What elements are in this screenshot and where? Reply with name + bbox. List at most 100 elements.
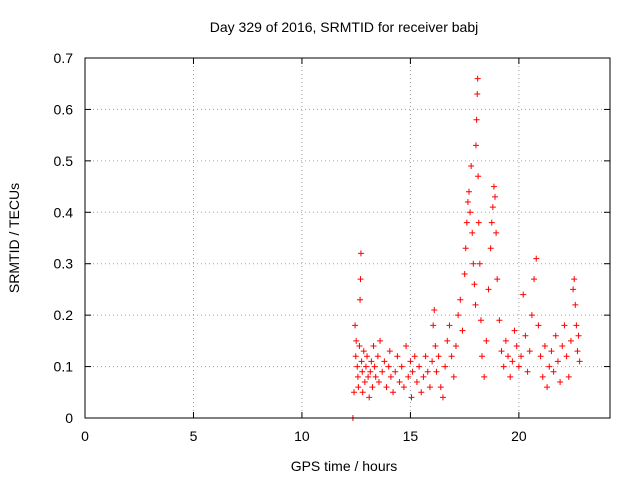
data-point (526, 348, 533, 355)
data-point (359, 389, 366, 396)
data-point (422, 353, 429, 360)
data-point (528, 312, 535, 319)
data-point (432, 343, 439, 349)
y-tick-label: 0.4 (54, 204, 74, 220)
y-tick-label: 0.7 (54, 50, 74, 66)
data-point (550, 368, 557, 375)
data-point (561, 322, 568, 329)
data-point (465, 188, 472, 195)
data-point (473, 116, 480, 123)
data-point (374, 353, 381, 360)
data-point (387, 373, 394, 380)
data-point (474, 91, 481, 97)
data-point (394, 353, 401, 360)
x-axis-label: GPS time / hours (291, 458, 398, 474)
data-point (352, 353, 359, 360)
data-point (563, 353, 570, 360)
data-point (500, 363, 507, 370)
data-point (488, 219, 495, 226)
data-point (554, 358, 561, 365)
y-tick-label: 0.1 (54, 359, 74, 375)
data-point (509, 358, 516, 365)
data-point (355, 384, 362, 391)
data-point (507, 373, 514, 380)
data-point (475, 173, 482, 180)
data-point (356, 343, 363, 349)
data-point (361, 379, 368, 385)
y-tick-label: 0.5 (54, 153, 74, 169)
data-point (524, 368, 531, 375)
data-point (357, 296, 364, 303)
data-point (364, 353, 371, 360)
data-point (407, 358, 414, 365)
data-point (518, 353, 525, 360)
data-point (409, 368, 416, 375)
data-point (471, 281, 478, 288)
data-point (429, 358, 436, 365)
data-point (511, 327, 518, 334)
data-point (541, 343, 548, 349)
data-point (487, 245, 494, 252)
data-point (433, 368, 440, 375)
data-point (420, 373, 427, 380)
data-point (444, 337, 451, 344)
data-point (552, 332, 559, 339)
data-point (381, 358, 388, 365)
data-point (565, 373, 572, 380)
data-point (548, 348, 555, 355)
y-tick-label: 0.6 (54, 101, 74, 117)
data-point (357, 250, 364, 257)
data-point (439, 394, 446, 401)
data-point (474, 75, 481, 82)
data-point (574, 348, 581, 355)
data-point (450, 373, 457, 380)
data-point (452, 343, 459, 349)
y-tick-label: 0.3 (54, 256, 74, 272)
data-point (496, 317, 503, 324)
data-point (535, 322, 542, 329)
x-tick-label: 10 (294, 428, 310, 444)
data-point (573, 322, 580, 329)
data-point (570, 286, 577, 293)
data-point (368, 358, 375, 365)
data-point (468, 163, 475, 169)
data-point (464, 199, 471, 205)
data-point (365, 373, 372, 380)
data-point (567, 337, 574, 344)
data-point (405, 373, 412, 380)
x-tick-label: 0 (81, 428, 89, 444)
data-point (531, 276, 538, 283)
data-point (371, 363, 378, 370)
data-point (498, 348, 505, 355)
data-point (413, 379, 420, 385)
data-point (483, 337, 490, 344)
data-point (426, 384, 433, 391)
data-point (430, 322, 437, 329)
data-point (571, 276, 578, 283)
data-point (470, 260, 477, 267)
data-point (546, 363, 553, 370)
data-points (349, 75, 583, 421)
data-point (379, 368, 386, 375)
data-point (489, 204, 496, 211)
data-point (383, 384, 390, 391)
data-point (431, 307, 438, 313)
data-point (505, 353, 512, 360)
data-point (408, 394, 415, 401)
data-point (360, 348, 367, 355)
data-point (398, 363, 405, 370)
data-point (375, 379, 382, 385)
data-point (522, 332, 529, 339)
data-point (437, 384, 444, 391)
data-point (520, 291, 527, 298)
chart-title: Day 329 of 2016, SRMTID for receiver bab… (210, 19, 478, 35)
data-point (537, 353, 544, 360)
data-point (411, 353, 418, 360)
data-point (572, 301, 579, 308)
data-point (494, 276, 501, 283)
data-point (492, 193, 499, 200)
data-point (539, 373, 546, 380)
y-axis-label: SRMTID / TECUs (6, 183, 22, 293)
data-point (477, 317, 484, 324)
